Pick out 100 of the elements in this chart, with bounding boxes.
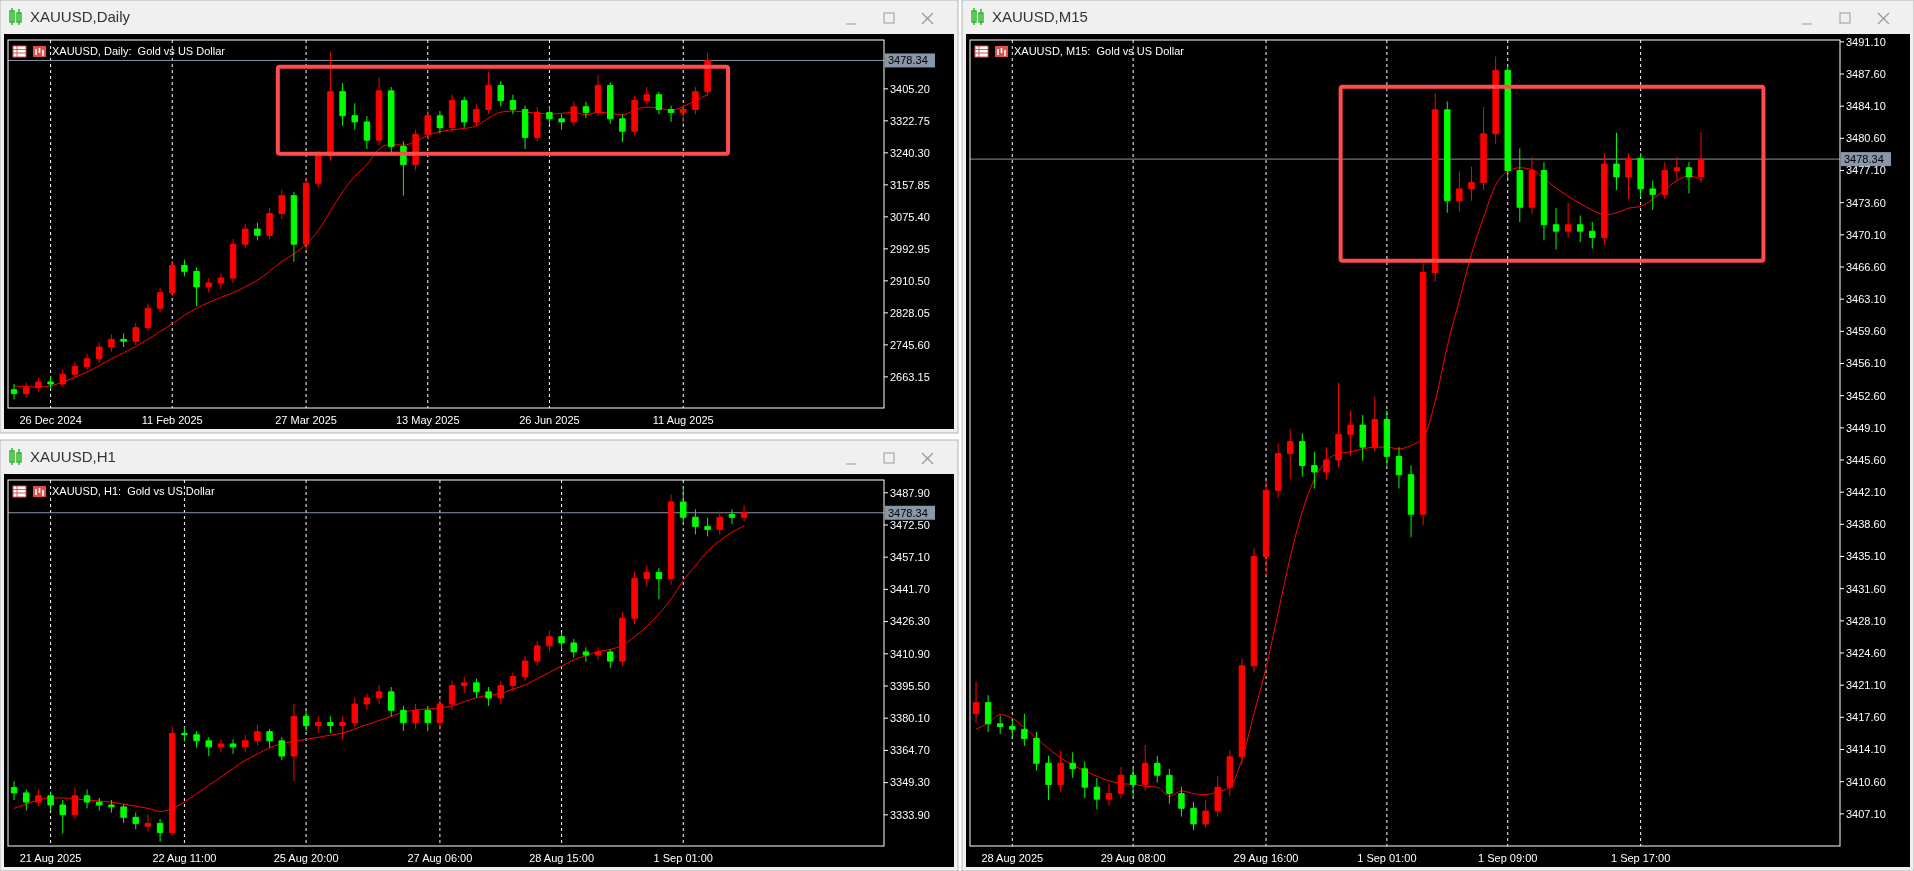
candlestick bbox=[1589, 221, 1596, 250]
candlestick bbox=[229, 238, 237, 284]
candlestick bbox=[546, 105, 553, 125]
x-tick-label: 1 Sep 09:00 bbox=[1478, 852, 1538, 864]
candlestick bbox=[327, 715, 334, 734]
candlestick bbox=[1347, 409, 1354, 457]
candlestick bbox=[290, 191, 298, 263]
candlestick bbox=[1492, 56, 1499, 145]
candlestick bbox=[169, 260, 176, 298]
x-tick-label: 27 Aug 06:00 bbox=[407, 852, 473, 864]
text: XAUUSD, M15: Gold vs US Dollar bbox=[1014, 45, 1185, 57]
candlestick bbox=[83, 789, 91, 809]
y-tick-label: 3240.30 bbox=[890, 146, 930, 159]
candlestick bbox=[558, 632, 565, 650]
candlestick bbox=[108, 799, 115, 814]
candlestick bbox=[1395, 446, 1403, 489]
candlestick bbox=[156, 818, 164, 843]
y-tick-label: 3438.60 bbox=[1846, 518, 1886, 531]
chart-title: XAUUSD,H1 bbox=[30, 448, 116, 465]
candlestick bbox=[1540, 161, 1548, 241]
candlestick bbox=[570, 638, 577, 659]
candlestick bbox=[1045, 755, 1052, 801]
x-tick-label: 1 Sep 01:00 bbox=[653, 852, 713, 864]
candlestick bbox=[521, 655, 529, 682]
candlestick bbox=[120, 803, 127, 824]
candlestick bbox=[1431, 92, 1439, 283]
candlestick bbox=[716, 510, 723, 535]
candlestick bbox=[132, 812, 139, 830]
candlestick bbox=[1105, 783, 1113, 807]
candlestick bbox=[363, 115, 371, 150]
candlestick bbox=[254, 222, 261, 241]
candlestick bbox=[1033, 731, 1040, 772]
candlestick bbox=[1685, 161, 1693, 194]
x-tick-label: 29 Aug 16:00 bbox=[1233, 852, 1299, 864]
y-tick-label: 3395.50 bbox=[890, 679, 930, 692]
candlestick bbox=[473, 103, 480, 127]
candlestick bbox=[1129, 768, 1137, 797]
candlestick bbox=[1383, 409, 1391, 467]
candlestick bbox=[436, 699, 444, 730]
x-tick-label: 13 May 2025 bbox=[395, 414, 460, 426]
candlestick bbox=[120, 332, 127, 348]
y-tick-label: 3477.10 bbox=[1846, 164, 1886, 177]
y-tick-label: 2663.15 bbox=[890, 370, 930, 383]
chart-subtitle: XAUUSD, H1: Gold vs US Dollar bbox=[52, 485, 215, 497]
candlestick bbox=[680, 485, 687, 525]
candlestick bbox=[266, 207, 273, 240]
y-tick-label: 3491.10 bbox=[1846, 35, 1886, 48]
candlestick bbox=[680, 103, 687, 125]
candlestick bbox=[704, 517, 711, 537]
y-tick-label: 3452.60 bbox=[1846, 389, 1886, 402]
y-tick-label: 3435.10 bbox=[1846, 550, 1886, 563]
chart-title: XAUUSD,Daily bbox=[30, 8, 131, 25]
text: XAUUSD, Daily: Gold vs US Dollar bbox=[52, 45, 226, 57]
candlestick bbox=[1564, 202, 1572, 239]
y-tick-label: 2910.50 bbox=[890, 274, 930, 287]
candlestick bbox=[363, 692, 371, 711]
candlestick bbox=[83, 353, 91, 371]
candlestick bbox=[144, 814, 152, 832]
ref-line-label: 3478.34 bbox=[1844, 152, 1884, 165]
candlestick bbox=[424, 705, 431, 732]
candlestick bbox=[108, 334, 115, 353]
candlestick bbox=[631, 571, 638, 625]
candlestick bbox=[1625, 152, 1632, 200]
y-tick-label: 3417.60 bbox=[1846, 711, 1886, 724]
candlestick bbox=[1359, 414, 1366, 462]
candlestick bbox=[607, 81, 614, 125]
candlestick bbox=[1141, 744, 1149, 792]
candlestick bbox=[996, 715, 1004, 735]
candlestick bbox=[1456, 170, 1463, 213]
candlestick bbox=[1274, 442, 1282, 499]
candlestick bbox=[473, 678, 480, 699]
y-tick-label: 3424.60 bbox=[1846, 646, 1886, 659]
y-tick-label: 3410.60 bbox=[1846, 775, 1886, 788]
y-tick-label: 3449.10 bbox=[1846, 421, 1886, 434]
candlestick bbox=[181, 726, 188, 742]
candlestick bbox=[351, 697, 358, 728]
candlestick bbox=[1576, 215, 1584, 243]
ref-line-label: 3478.34 bbox=[888, 54, 928, 67]
y-tick-label: 3463.10 bbox=[1846, 293, 1886, 306]
candlestick bbox=[1407, 465, 1415, 538]
candlestick bbox=[96, 341, 103, 364]
candlestick bbox=[1250, 547, 1258, 673]
candlestick bbox=[339, 715, 346, 740]
candlestick bbox=[327, 51, 334, 162]
x-tick-label: 11 Aug 2025 bbox=[652, 414, 714, 426]
x-tick-label: 28 Aug 15:00 bbox=[529, 852, 595, 864]
candlestick bbox=[375, 76, 383, 146]
y-tick-label: 3480.60 bbox=[1846, 132, 1886, 145]
candlestick bbox=[1335, 382, 1342, 468]
candlestick bbox=[388, 686, 395, 717]
y-tick-label: 3470.10 bbox=[1846, 228, 1886, 241]
candlestick bbox=[156, 287, 164, 313]
x-tick-label: 25 Aug 20:00 bbox=[273, 852, 339, 864]
candlestick bbox=[461, 676, 468, 694]
y-tick-label: 3157.85 bbox=[890, 178, 930, 191]
y-tick-label: 3473.60 bbox=[1846, 196, 1886, 209]
candlestick bbox=[132, 322, 139, 346]
y-tick-label: 3445.60 bbox=[1846, 453, 1886, 466]
candlestick bbox=[485, 70, 492, 115]
y-tick-label: 3364.70 bbox=[890, 744, 930, 757]
